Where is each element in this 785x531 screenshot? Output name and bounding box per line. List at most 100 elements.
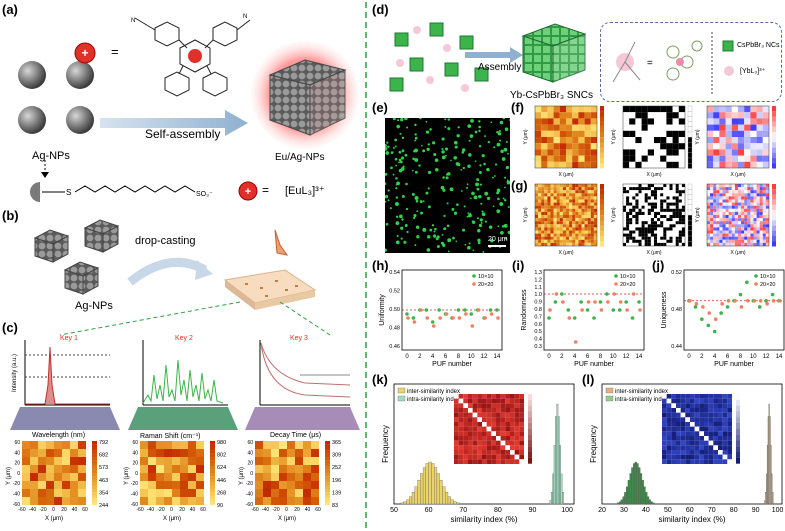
heatmap-cell xyxy=(271,465,279,473)
fluor-dot xyxy=(473,195,478,200)
svg-text:N: N xyxy=(243,14,247,20)
inter-bar xyxy=(450,499,454,505)
map-cell xyxy=(590,202,594,206)
map-cell xyxy=(765,236,769,240)
map-cell xyxy=(672,227,676,231)
map-cell xyxy=(747,236,751,240)
map-cell xyxy=(644,205,648,209)
heatmap-cell xyxy=(180,497,188,505)
map-cell xyxy=(541,184,545,188)
map-cell xyxy=(750,218,754,222)
map-cell xyxy=(681,190,685,194)
panel-label-j: (j) xyxy=(652,258,665,273)
map-cell xyxy=(535,199,539,203)
map-cell xyxy=(650,199,654,203)
y-tick: -20 xyxy=(246,481,253,487)
map-cell xyxy=(756,149,763,156)
map-cell xyxy=(738,155,745,162)
map-cell xyxy=(641,205,645,209)
map-cell xyxy=(623,112,630,119)
heatmap-2 xyxy=(140,441,204,505)
fluor-dot xyxy=(385,172,388,176)
fluor-dot xyxy=(500,230,504,235)
heatmap-cell xyxy=(295,473,303,481)
heatmap-cell xyxy=(30,497,38,505)
map-cell xyxy=(741,193,745,197)
map-cell xyxy=(626,215,630,219)
key1-title: Key 1 xyxy=(60,335,78,342)
fluor-dot xyxy=(441,147,444,151)
scatter-j xyxy=(683,269,785,351)
map-cell xyxy=(672,230,676,234)
map-cell xyxy=(553,236,557,240)
fluor-dot xyxy=(503,223,508,228)
map-cell xyxy=(753,190,757,194)
map-cell xyxy=(626,202,630,206)
fluor-dot xyxy=(414,158,419,162)
map-cell xyxy=(632,227,636,231)
fluor-dot xyxy=(479,164,482,167)
map-cell xyxy=(762,230,766,234)
map-cell xyxy=(734,205,738,209)
heatmap-cell xyxy=(38,441,46,449)
heatmap-cell xyxy=(164,473,172,481)
fluor-dot xyxy=(440,185,445,190)
map-cell xyxy=(578,224,582,228)
fluor-dot xyxy=(447,127,451,131)
point-20x20 xyxy=(688,298,692,303)
map-cell xyxy=(538,218,542,222)
map-cell xyxy=(541,112,548,119)
map-cell xyxy=(550,187,554,191)
fluor-dot xyxy=(497,132,502,136)
map-cell xyxy=(731,124,738,131)
map-cell xyxy=(738,106,745,113)
map-cell xyxy=(762,187,766,191)
fluor-dot xyxy=(466,245,471,250)
map-cell xyxy=(681,211,685,215)
map-cell xyxy=(719,230,723,234)
map-cell xyxy=(713,215,717,219)
key3-title: Key 3 xyxy=(290,335,308,342)
heatmap-cell xyxy=(303,473,311,481)
x-tick: 40 xyxy=(642,507,650,514)
fluor-dot xyxy=(466,215,469,218)
x-tick: 80 xyxy=(494,507,502,514)
map-cell xyxy=(765,202,769,206)
map-cell xyxy=(641,215,645,219)
map-cell xyxy=(535,184,539,188)
map-cell xyxy=(641,130,648,137)
map-cell xyxy=(572,196,576,200)
colorbar-tick: 309 xyxy=(332,453,341,459)
point-20x20 xyxy=(496,316,500,320)
map-cell xyxy=(707,236,711,240)
x-tick: -60 xyxy=(136,507,143,513)
heatmap-cell xyxy=(54,489,62,497)
intra-bar xyxy=(553,445,556,505)
map-cell xyxy=(535,239,539,243)
map-cell xyxy=(747,193,751,197)
map-cell xyxy=(578,199,582,203)
map-cell xyxy=(675,199,679,203)
map-cell xyxy=(710,199,714,203)
map-cell xyxy=(587,211,591,215)
map-cell xyxy=(578,155,585,162)
map-cell xyxy=(566,199,570,203)
map-cell xyxy=(550,233,554,237)
map-cell xyxy=(666,187,670,191)
y-tick: 0.48 xyxy=(671,307,682,313)
fluor-dot xyxy=(505,165,510,170)
inter-bar xyxy=(422,467,426,505)
map-cell xyxy=(644,218,648,222)
map-cell xyxy=(738,184,742,188)
map-cell xyxy=(541,224,545,228)
map-cell xyxy=(681,230,685,234)
map-cell xyxy=(569,208,573,212)
map-cell xyxy=(635,230,639,234)
map-cell xyxy=(641,242,645,246)
map-cell xyxy=(647,137,654,144)
map-cell xyxy=(590,239,594,243)
map-cell xyxy=(741,218,745,222)
point-10x10 xyxy=(738,292,743,297)
map-cell xyxy=(725,106,732,113)
